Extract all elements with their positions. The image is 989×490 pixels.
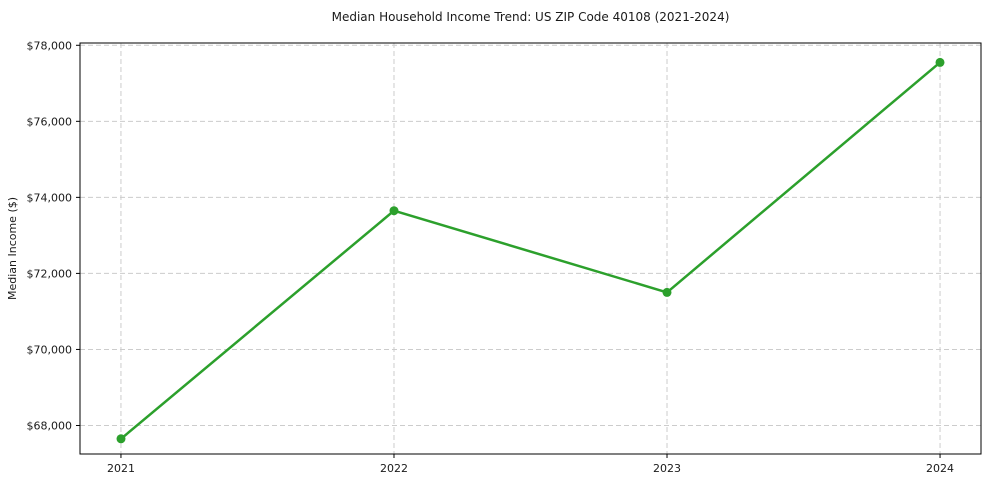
x-tick-label: 2022 xyxy=(380,462,408,475)
y-tick-label: $68,000 xyxy=(27,419,73,432)
x-tick-label: 2021 xyxy=(107,462,135,475)
data-point-marker xyxy=(116,434,126,444)
x-tick-label: 2023 xyxy=(653,462,681,475)
y-tick-label: $78,000 xyxy=(27,39,73,52)
data-series xyxy=(116,57,945,444)
gridlines xyxy=(80,43,981,454)
data-point-marker xyxy=(662,287,672,297)
y-tick-label: $76,000 xyxy=(27,115,73,128)
chart-title: Median Household Income Trend: US ZIP Co… xyxy=(332,10,730,24)
y-axis-label: Median Income ($) xyxy=(6,197,19,300)
axes: $68,000 $70,000 $72,000 $74,000 $76,000 $78,0… xyxy=(27,39,982,475)
trend-line xyxy=(119,61,942,441)
y-tick-label: $72,000 xyxy=(27,267,73,280)
y-tick-label: $74,000 xyxy=(27,191,73,204)
plot-frame xyxy=(79,42,982,455)
y-tick-label: $70,000 xyxy=(27,343,73,356)
x-tick-label: 2024 xyxy=(926,462,954,475)
data-point-marker xyxy=(935,57,945,67)
data-point-marker xyxy=(389,206,399,216)
